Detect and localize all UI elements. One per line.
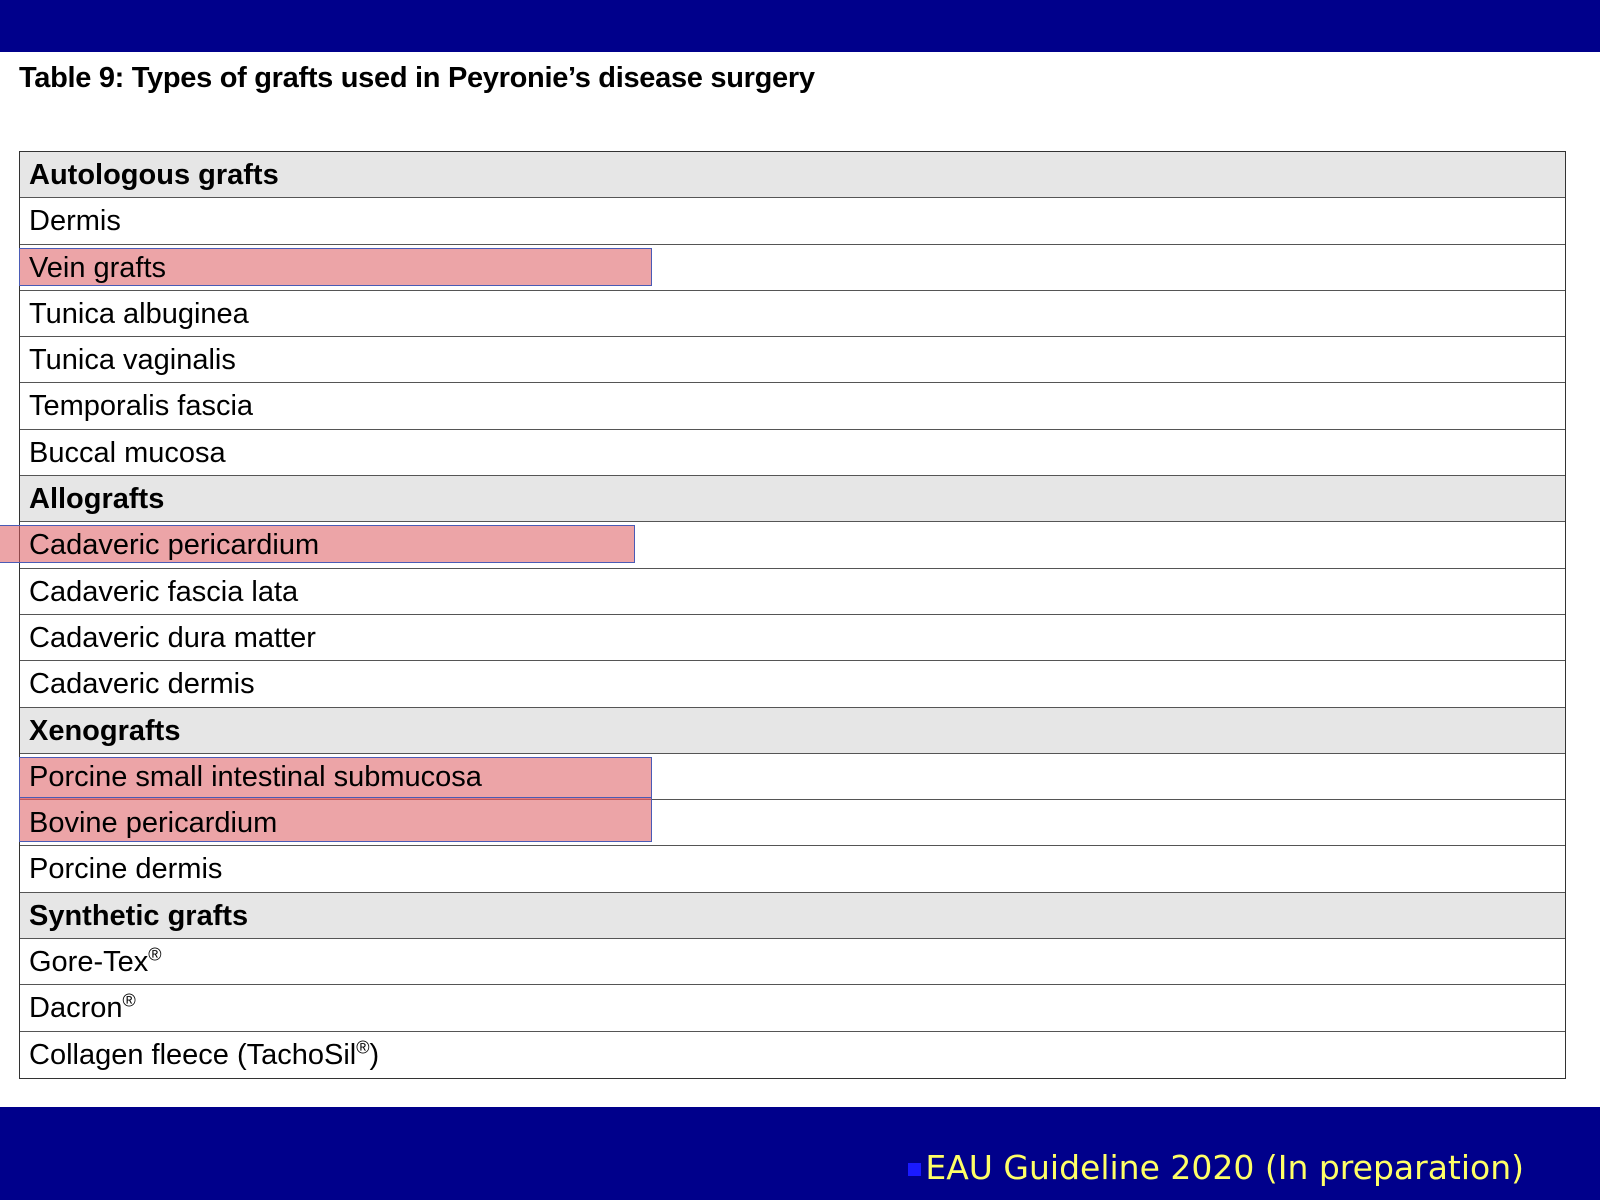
row-label: Dacron® xyxy=(29,990,136,1025)
row-text: Gore-Tex xyxy=(29,946,149,979)
highlight-box xyxy=(19,797,652,843)
table-row: Cadaveric dermis xyxy=(20,661,1565,708)
highlight-box xyxy=(0,525,635,564)
row-label: Cadaveric dura matter xyxy=(29,621,316,654)
table-title: Table 9: Types of grafts used in Peyroni… xyxy=(19,62,815,94)
row-label: Tunica albuginea xyxy=(29,297,249,330)
table-row: Porcine dermis xyxy=(20,846,1565,893)
table-row: Buccal mucosa xyxy=(20,430,1565,477)
top-banner xyxy=(0,0,1600,52)
highlight-box xyxy=(19,247,652,286)
table-row-highlighted: Porcine small intestinal submucosa xyxy=(19,754,1565,801)
row-label: Xenografts xyxy=(29,714,181,747)
row-label: Porcine small intestinal submucosa xyxy=(29,760,482,793)
row-label: Porcine dermis xyxy=(29,853,223,886)
section-header-synthetic: Synthetic grafts xyxy=(20,892,1565,940)
row-label: Allografts xyxy=(29,483,165,516)
row-label: Dermis xyxy=(29,205,121,238)
table-row-highlighted: Bovine pericardium xyxy=(19,797,1565,847)
grafts-table: Autologous grafts Dermis Vein grafts Tun… xyxy=(0,151,1566,1079)
registered-mark: ® xyxy=(122,990,136,1011)
row-label: Synthetic grafts xyxy=(29,899,249,932)
table-row: Cadaveric fascia lata xyxy=(20,569,1565,615)
row-label: Collagen fleece (TachoSil®) xyxy=(29,1036,380,1071)
section-header-xenografts: Xenografts xyxy=(20,707,1565,754)
table-row: Temporalis fascia xyxy=(20,383,1565,430)
row-label: Temporalis fascia xyxy=(29,390,254,423)
table-row: Tunica vaginalis xyxy=(20,337,1565,384)
bullet-square-icon xyxy=(908,1163,922,1176)
registered-mark: ® xyxy=(356,1036,370,1057)
registered-mark: ® xyxy=(148,944,162,965)
bottom-banner xyxy=(0,1107,1600,1200)
highlight-box xyxy=(19,756,652,800)
row-label: Vein grafts xyxy=(29,251,167,284)
section-header-autologous: Autologous grafts xyxy=(20,152,1565,199)
table-row: Gore-Tex® xyxy=(20,939,1565,986)
row-label: Bovine pericardium xyxy=(29,807,278,840)
row-label: Tunica vaginalis xyxy=(29,344,236,377)
table-row: Cadaveric dura matter xyxy=(20,615,1565,662)
table-row: Dacron® xyxy=(20,985,1565,1032)
source-citation: EAU Guideline 2020 (In preparation) xyxy=(908,1148,1524,1187)
row-label: Cadaveric pericardium xyxy=(29,529,320,562)
table-row: Tunica albuginea xyxy=(20,291,1565,338)
row-suffix: ) xyxy=(369,1038,380,1071)
section-header-allografts: Allografts xyxy=(20,476,1565,523)
table-row-highlighted: Vein grafts xyxy=(19,245,1565,291)
row-label: Autologous grafts xyxy=(29,159,279,191)
table-row-highlighted: Cadaveric pericardium xyxy=(0,522,1565,569)
table-row: Dermis xyxy=(20,198,1565,245)
table-row: Collagen fleece (TachoSil®) xyxy=(20,1032,1565,1078)
row-text: Dacron xyxy=(29,992,123,1025)
row-text: Collagen fleece (TachoSil xyxy=(29,1038,357,1071)
source-text: EAU Guideline 2020 (In preparation) xyxy=(925,1148,1524,1187)
row-label: Gore-Tex® xyxy=(29,944,162,979)
row-label: Buccal mucosa xyxy=(29,436,226,469)
row-label: Cadaveric fascia lata xyxy=(29,575,299,608)
row-label: Cadaveric dermis xyxy=(29,668,255,701)
